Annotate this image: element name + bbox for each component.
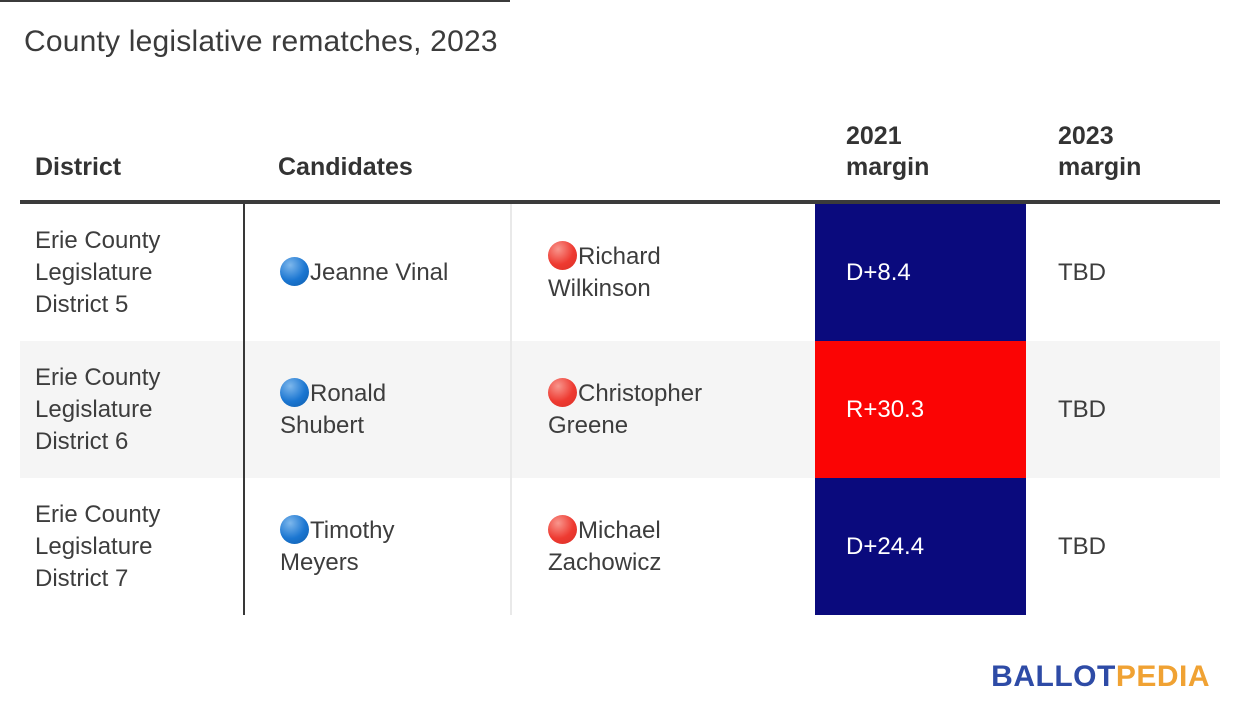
republican-party-dot-icon bbox=[548, 377, 577, 407]
ballotpedia-logo-ballot: BALLOT bbox=[991, 660, 1116, 693]
democratic-party-dot-icon bbox=[280, 514, 309, 544]
district-cell: Erie County Legislature District 7 bbox=[20, 478, 245, 615]
margin-2021-cell-wrap: D+24.4 bbox=[815, 478, 1026, 615]
republican-candidate-name: Michael Zachowicz bbox=[548, 516, 662, 576]
margin-2021-cell: R+30.3 bbox=[815, 341, 1026, 478]
democratic-candidate-name: Timothy Meyers bbox=[280, 516, 395, 576]
column-header-district: District bbox=[35, 153, 122, 181]
republican-candidate-cell: Michael Zachowicz bbox=[512, 478, 815, 615]
column-header-2021-margin: 2021 margin bbox=[846, 122, 930, 181]
democratic-candidate-cell: Timothy Meyers bbox=[245, 478, 512, 615]
column-header-candidates: Candidates bbox=[278, 153, 413, 181]
democratic-party-dot-icon bbox=[280, 256, 309, 286]
democratic-party-dot-icon bbox=[280, 377, 309, 407]
ballotpedia-logo-pedia: PEDIA bbox=[1115, 660, 1210, 693]
column-header-2023-margin: 2023 margin bbox=[1058, 122, 1142, 181]
table-header-row: District Candidates 2021 margin 2023 mar… bbox=[20, 61, 1220, 204]
republican-party-dot-icon bbox=[548, 514, 577, 544]
top-edge-rule bbox=[0, 0, 510, 2]
margin-2023-cell: TBD bbox=[1058, 258, 1106, 286]
republican-candidate-name: Richard Wilkinson bbox=[548, 242, 661, 302]
column-header-spacer bbox=[512, 183, 815, 200]
democratic-candidate-cell: Ronald Shubert bbox=[245, 341, 512, 478]
republican-candidate-cell: Christopher Greene bbox=[512, 341, 815, 478]
margin-2021-cell-wrap: D+8.4 bbox=[815, 204, 1026, 341]
table-row: Erie County Legislature District 5 Jeann… bbox=[20, 204, 1220, 341]
rematches-table: District Candidates 2021 margin 2023 mar… bbox=[20, 61, 1220, 615]
margin-2021-cell: D+24.4 bbox=[815, 478, 1026, 615]
margin-2021-cell-wrap: R+30.3 bbox=[815, 341, 1026, 478]
republican-candidate-name: Christopher Greene bbox=[548, 379, 703, 439]
margin-2023-cell: TBD bbox=[1058, 532, 1106, 560]
republican-candidate-cell: Richard Wilkinson bbox=[512, 204, 815, 341]
district-cell: Erie County Legislature District 5 bbox=[20, 204, 245, 341]
margin-2021-cell: D+8.4 bbox=[815, 204, 1026, 341]
district-cell: Erie County Legislature District 6 bbox=[20, 341, 245, 478]
margin-2023-cell: TBD bbox=[1058, 395, 1106, 423]
democratic-candidate-cell: Jeanne Vinal bbox=[245, 204, 512, 341]
ballotpedia-logo: BALLOTPEDIA bbox=[991, 660, 1210, 694]
table-row: Erie County Legislature District 6 Ronal… bbox=[20, 341, 1220, 478]
democratic-candidate-name: Jeanne Vinal bbox=[310, 258, 449, 286]
republican-party-dot-icon bbox=[548, 240, 577, 270]
democratic-candidate-name: Ronald Shubert bbox=[280, 379, 387, 439]
page-title: County legislative rematches, 2023 bbox=[24, 25, 498, 58]
table-row: Erie County Legislature District 7 Timot… bbox=[20, 478, 1220, 615]
